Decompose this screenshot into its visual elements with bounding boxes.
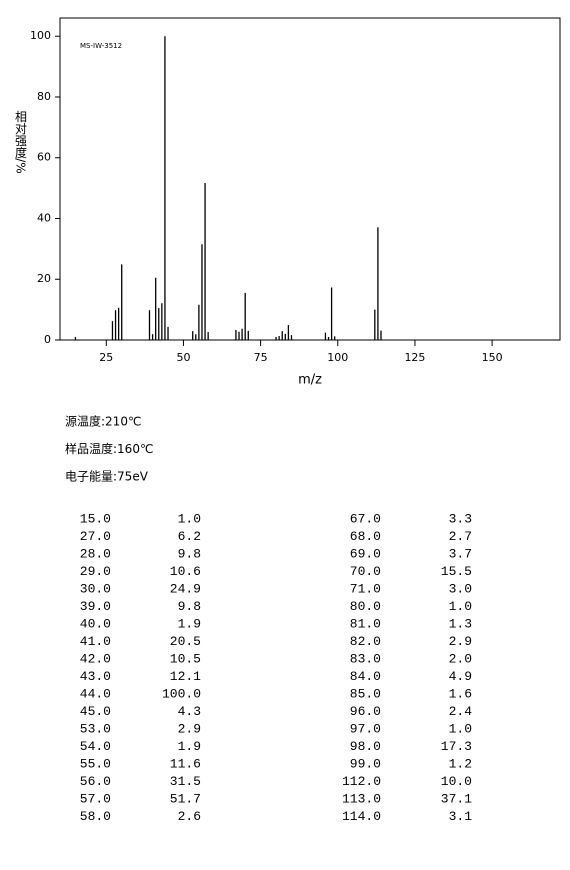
table-mz: 45.0 (80, 704, 111, 719)
table-intensity: 10.0 (441, 774, 472, 789)
table-mz: 56.0 (80, 774, 111, 789)
table-intensity: 1.6 (449, 686, 472, 701)
table-mz: 98.0 (350, 739, 381, 754)
table-intensity: 10.6 (170, 564, 201, 579)
table-intensity: 1.2 (449, 756, 472, 771)
plot-frame (59, 17, 561, 341)
table-mz: 44.0 (80, 686, 111, 701)
table-intensity: 2.9 (449, 634, 472, 649)
x-tick-label: 75 (254, 351, 268, 364)
table-intensity: 1.0 (449, 599, 472, 614)
table-intensity: 37.1 (441, 791, 472, 806)
table-mz: 55.0 (80, 756, 111, 771)
table-mz: 30.0 (80, 581, 111, 596)
info-line: 样品温度:160℃ (65, 441, 153, 456)
x-tick-label: 25 (99, 351, 113, 364)
table-intensity: 9.8 (178, 546, 201, 561)
table-intensity: 10.5 (170, 651, 201, 666)
table-mz: 53.0 (80, 721, 111, 736)
table-intensity: 17.3 (441, 739, 472, 754)
table-mz: 85.0 (350, 686, 381, 701)
table-mz: 41.0 (80, 634, 111, 649)
x-axis-label: m/z (298, 373, 322, 388)
table-intensity: 4.9 (449, 669, 472, 684)
table-mz: 68.0 (350, 529, 381, 544)
y-tick-label: 20 (37, 272, 51, 285)
table-mz: 27.0 (80, 529, 111, 544)
table-mz: 71.0 (350, 581, 381, 596)
table-mz: 57.0 (80, 791, 111, 806)
table-mz: 83.0 (350, 651, 381, 666)
info-line: 源温度:210℃ (65, 414, 141, 429)
table-mz: 96.0 (350, 704, 381, 719)
table-mz: 70.0 (350, 564, 381, 579)
info-line: 电子能量:75eV (65, 470, 149, 484)
table-mz: 54.0 (80, 739, 111, 754)
table-mz: 112.0 (342, 774, 381, 789)
table-mz: 69.0 (350, 546, 381, 561)
table-mz: 43.0 (80, 669, 111, 684)
table-mz: 42.0 (80, 651, 111, 666)
annotation: MS-IW-3512 (80, 42, 122, 50)
table-mz: 40.0 (80, 616, 111, 631)
y-tick-label: 0 (44, 333, 51, 346)
table-intensity: 1.3 (449, 616, 472, 631)
table-intensity: 100.0 (162, 686, 201, 701)
table-intensity: 51.7 (170, 791, 201, 806)
table-mz: 39.0 (80, 599, 111, 614)
table-intensity: 1.9 (178, 739, 201, 754)
table-intensity: 4.3 (178, 704, 201, 719)
table-mz: 80.0 (350, 599, 381, 614)
table-mz: 99.0 (350, 756, 381, 771)
table-mz: 58.0 (80, 809, 111, 824)
table-intensity: 3.7 (449, 546, 472, 561)
x-tick-label: 100 (327, 351, 348, 364)
table-intensity: 2.7 (449, 529, 472, 544)
table-mz: 28.0 (80, 546, 111, 561)
table-intensity: 15.5 (441, 564, 472, 579)
table-mz: 15.0 (80, 511, 111, 526)
table-mz: 97.0 (350, 721, 381, 736)
table-intensity: 1.0 (449, 721, 472, 736)
table-intensity: 6.2 (178, 529, 201, 544)
table-mz: 67.0 (350, 511, 381, 526)
table-intensity: 3.1 (449, 809, 473, 824)
table-intensity: 1.9 (178, 616, 201, 631)
y-tick-label: 80 (37, 90, 51, 103)
table-intensity: 31.5 (170, 774, 201, 789)
table-intensity: 9.8 (178, 599, 201, 614)
x-tick-label: 125 (404, 351, 425, 364)
table-intensity: 1.0 (178, 511, 201, 526)
table-intensity: 3.0 (449, 581, 472, 596)
table-intensity: 20.5 (170, 634, 201, 649)
table-mz: 81.0 (350, 616, 381, 631)
table-intensity: 2.6 (178, 809, 201, 824)
y-tick-label: 60 (37, 151, 51, 164)
y-axis-label: 相对强度/% (14, 110, 28, 174)
table-intensity: 11.6 (170, 756, 201, 771)
table-intensity: 2.9 (178, 721, 201, 736)
table-mz: 82.0 (350, 634, 381, 649)
table-intensity: 3.3 (449, 511, 472, 526)
y-tick-label: 40 (37, 211, 51, 224)
table-intensity: 2.0 (449, 651, 472, 666)
x-tick-label: 150 (482, 351, 503, 364)
table-intensity: 24.9 (170, 581, 201, 596)
table-mz: 84.0 (350, 669, 381, 684)
table-intensity: 2.4 (449, 704, 473, 719)
x-tick-label: 50 (176, 351, 190, 364)
table-mz: 29.0 (80, 564, 111, 579)
table-intensity: 12.1 (170, 669, 201, 684)
table-mz: 113.0 (342, 791, 381, 806)
y-tick-label: 100 (30, 29, 51, 42)
table-mz: 114.0 (342, 809, 381, 824)
